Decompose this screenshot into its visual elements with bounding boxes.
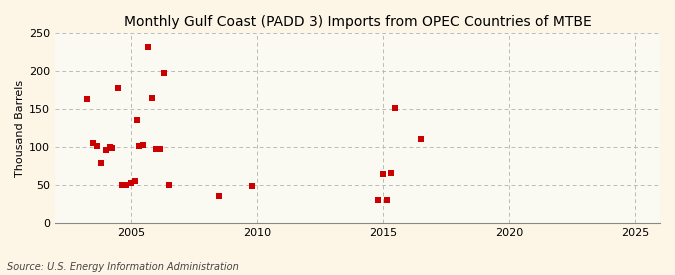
Point (247, 184, 258, 188)
Point (132, 117, 142, 122)
Point (121, 183, 132, 187)
Point (377, 172, 388, 176)
Point (88, 141, 99, 145)
Point (151, 146, 161, 151)
Point (117, 183, 128, 187)
Point (373, 198, 384, 202)
Point (146, 95, 157, 100)
Point (415, 137, 426, 142)
Point (159, 70, 169, 75)
Point (213, 194, 224, 198)
Title: Monthly Gulf Coast (PADD 3) Imports from OPEC Countries of MTBE: Monthly Gulf Coast (PADD 3) Imports from… (124, 15, 591, 29)
Y-axis label: Thousand Barrels: Thousand Barrels (15, 79, 25, 177)
Point (105, 145, 115, 149)
Point (126, 181, 136, 185)
Point (142, 45, 153, 49)
Point (113, 86, 124, 90)
Point (92, 144, 103, 148)
Point (138, 142, 148, 147)
Point (96, 161, 107, 165)
Point (81, 97, 92, 101)
Point (163, 183, 174, 187)
Point (107, 146, 117, 150)
Point (381, 198, 392, 202)
Point (155, 147, 165, 152)
Text: Source: U.S. Energy Information Administration: Source: U.S. Energy Information Administ… (7, 262, 238, 272)
Point (390, 106, 401, 111)
Point (134, 144, 144, 148)
Point (385, 171, 396, 175)
Point (100, 148, 111, 152)
Point (130, 179, 140, 183)
